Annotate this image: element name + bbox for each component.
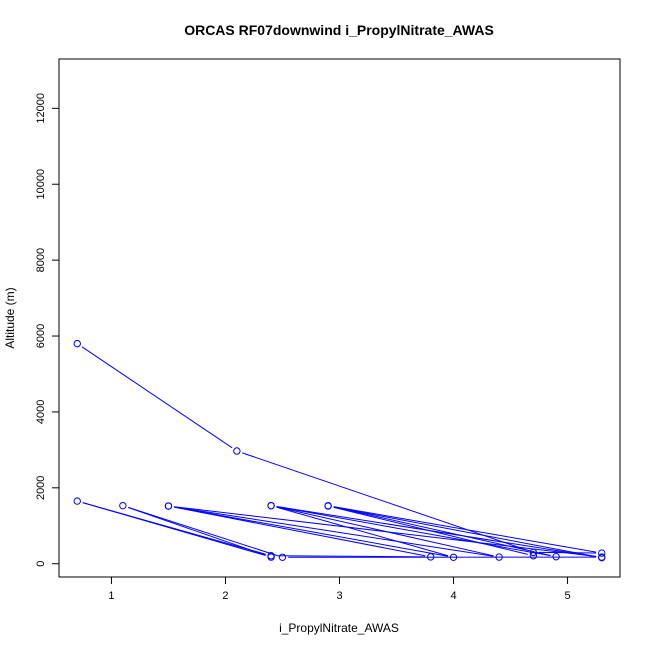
data-point xyxy=(234,448,240,454)
data-point xyxy=(165,503,171,509)
series-lines xyxy=(82,347,596,557)
series-segment xyxy=(82,347,232,448)
y-tick-label: 8000 xyxy=(35,248,47,272)
y-tick-label: 0 xyxy=(35,561,47,567)
y-tick-label: 2000 xyxy=(35,476,47,500)
y-tick-label: 10000 xyxy=(35,169,47,200)
axes: 1 2 3 4 5 0 2000 4000 6000 8000 10000 12000 xyxy=(35,93,571,602)
y-tick-label: 6000 xyxy=(35,324,47,348)
series-segment xyxy=(128,507,277,555)
series-segment xyxy=(277,507,596,557)
data-point xyxy=(268,502,274,508)
y-tick-label: 12000 xyxy=(35,93,47,124)
x-axis-label: i_PropylNitrate_AWAS xyxy=(279,621,399,635)
series-points xyxy=(74,340,605,560)
x-tick-label: 5 xyxy=(564,590,570,602)
data-point xyxy=(74,340,80,346)
x-tick-label: 4 xyxy=(450,590,456,602)
series-segment xyxy=(277,556,425,557)
data-point xyxy=(74,498,80,504)
y-tick-label: 4000 xyxy=(35,400,47,424)
chart-title: ORCAS RF07downwind i_PropylNitrate_AWAS xyxy=(184,22,494,38)
y-axis-label: Altitude (m) xyxy=(3,287,17,348)
plot-frame xyxy=(59,59,620,577)
x-tick-label: 1 xyxy=(108,590,114,602)
data-point xyxy=(120,502,126,508)
x-tick-label: 3 xyxy=(336,590,342,602)
series-segment xyxy=(334,507,528,554)
series-segment xyxy=(83,503,266,555)
x-tick-label: 2 xyxy=(222,590,228,602)
data-point xyxy=(279,554,285,560)
series-segment xyxy=(277,507,551,556)
data-point xyxy=(325,503,331,509)
